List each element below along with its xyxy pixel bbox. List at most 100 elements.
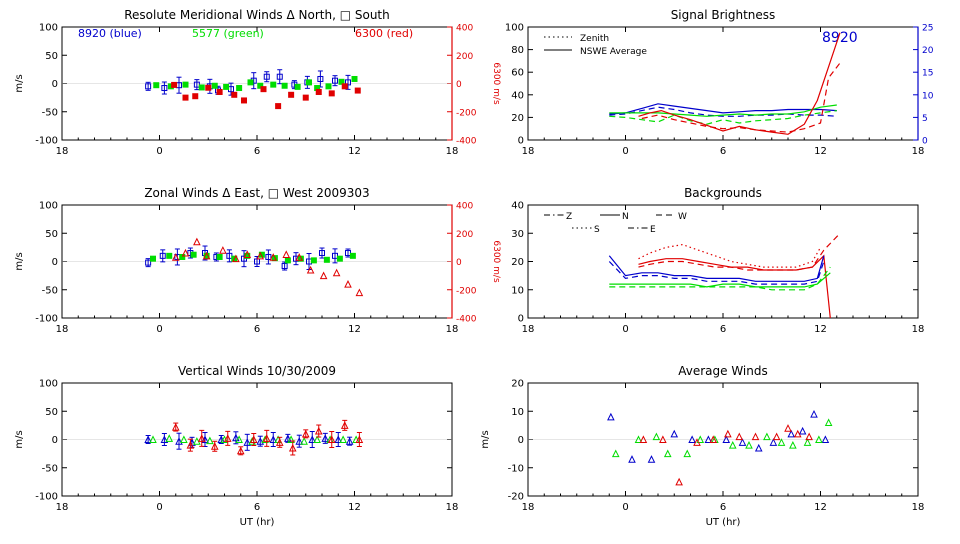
- data-point: [345, 437, 354, 445]
- y-tick-label: 100: [39, 23, 58, 34]
- data-point: [249, 435, 258, 443]
- data-point: [159, 252, 166, 259]
- x-tick-label: 18: [56, 502, 69, 513]
- data-point: [728, 441, 737, 449]
- data-point: [211, 82, 218, 89]
- data-point: [663, 449, 672, 458]
- y-tick-label: 0: [52, 257, 58, 268]
- data-point: [276, 73, 283, 80]
- data-point: [180, 435, 188, 443]
- data-point: [321, 434, 330, 442]
- data-point: [659, 435, 667, 443]
- data-point: [769, 438, 778, 446]
- y2-tick-label: -400: [456, 315, 477, 325]
- x-tick-label: 18: [56, 324, 69, 335]
- y2-tick-label: -200: [456, 286, 477, 296]
- y-tick-label: 40: [511, 90, 524, 101]
- data-point: [284, 434, 292, 442]
- data-point: [798, 426, 807, 435]
- data-point: [745, 441, 753, 449]
- data-point: [315, 88, 322, 95]
- y-axis-label: m/s: [480, 430, 491, 448]
- data-point: [171, 422, 180, 431]
- y-tick-label: 10: [511, 285, 524, 296]
- data-point: [787, 429, 796, 438]
- data-point: [308, 435, 317, 443]
- data-point: [260, 86, 267, 93]
- series-line: [641, 60, 843, 133]
- data-point: [202, 251, 211, 260]
- data-point: [628, 455, 636, 463]
- y-tick-label: -100: [35, 314, 58, 325]
- y-tick-label: -10: [508, 463, 524, 474]
- data-point: [297, 255, 304, 262]
- y-tick-label: 0: [518, 136, 524, 147]
- data-point: [210, 442, 219, 450]
- y-tick-label: 0: [518, 435, 524, 446]
- data-point: [751, 432, 760, 441]
- x-tick-label: 18: [522, 146, 535, 157]
- data-point: [338, 78, 345, 85]
- data-point: [634, 435, 643, 443]
- series-line: [609, 106, 837, 117]
- y-tick-label: 80: [511, 45, 524, 56]
- plot-frame: [527, 204, 919, 319]
- y-tick-label: -100: [35, 136, 58, 147]
- data-point: [340, 421, 349, 429]
- y2-tick-label: 0: [456, 80, 462, 90]
- data-point: [789, 441, 797, 449]
- data-point: [810, 409, 818, 418]
- y-tick-label: 50: [45, 51, 58, 62]
- data-point: [288, 91, 295, 98]
- plot-area: [608, 232, 841, 318]
- data-point: [256, 437, 265, 445]
- chart-title: Average Winds: [678, 364, 768, 378]
- annotation-label: 8920 (blue): [78, 27, 142, 40]
- legend-label: Zenith: [580, 34, 609, 44]
- data-point: [355, 435, 364, 443]
- data-point: [754, 443, 763, 452]
- x-tick-label: 6: [254, 146, 260, 157]
- legend-label: NSWE Average: [580, 47, 647, 57]
- data-point: [160, 435, 169, 443]
- y2-tick-label: 400: [456, 202, 473, 212]
- data-point: [639, 435, 648, 443]
- y-axis-label: m/s: [14, 74, 25, 92]
- data-point: [247, 79, 254, 86]
- data-point: [192, 93, 199, 100]
- data-point: [670, 429, 679, 438]
- y2-axis-label: 6300 m/s: [491, 62, 501, 105]
- data-point: [236, 85, 243, 92]
- data-point: [288, 443, 297, 452]
- data-point: [216, 88, 223, 95]
- data-point: [269, 253, 278, 261]
- x-tick-label: 0: [156, 146, 162, 157]
- data-point: [652, 432, 661, 441]
- data-point: [306, 79, 312, 86]
- y-tick-label: -50: [42, 285, 58, 296]
- plot-area: [62, 69, 452, 110]
- data-point: [332, 77, 338, 84]
- data-point: [301, 429, 310, 438]
- x-axis-label: UT (hr): [240, 517, 275, 528]
- data-point: [302, 94, 309, 101]
- y-tick-label: 50: [45, 407, 58, 418]
- data-point: [149, 435, 157, 443]
- y-tick-label: 0: [52, 79, 58, 90]
- x-tick-label: 6: [254, 502, 260, 513]
- plot-area: [528, 409, 918, 486]
- series-line: [609, 110, 837, 125]
- data-point: [145, 259, 152, 266]
- data-point: [722, 435, 731, 443]
- series-line: [609, 104, 837, 117]
- legend-label: W: [678, 212, 687, 222]
- y-tick-label: 20: [511, 257, 524, 268]
- x-tick-label: 0: [622, 502, 628, 513]
- series-line: [638, 243, 822, 268]
- data-point: [282, 250, 291, 258]
- data-point: [144, 435, 152, 443]
